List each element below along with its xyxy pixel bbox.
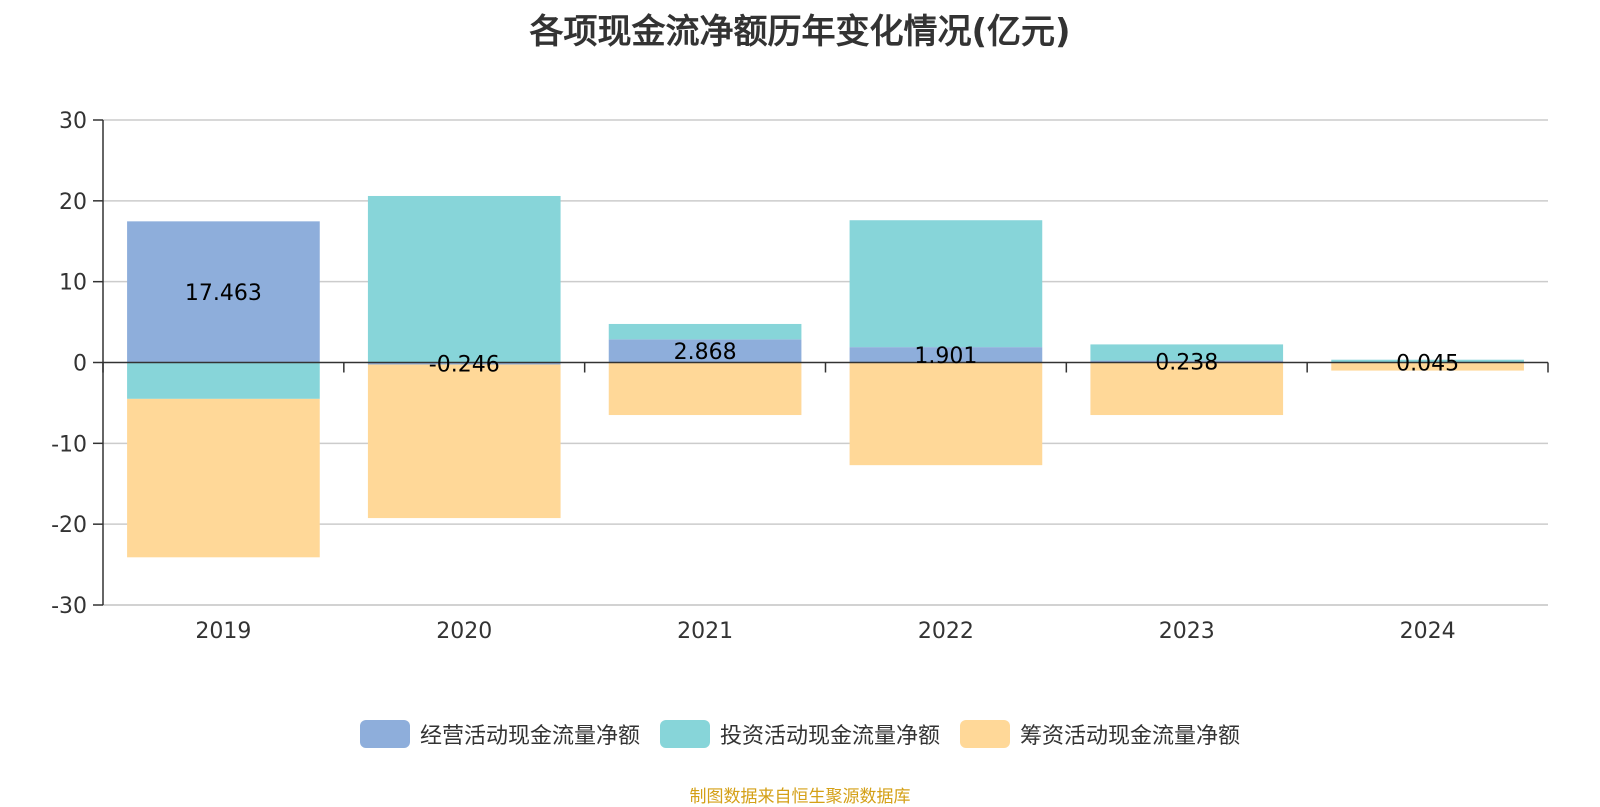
x-tick-label: 2022 bbox=[918, 619, 974, 644]
y-tick-label: 20 bbox=[59, 190, 87, 215]
y-tick-label: -30 bbox=[51, 594, 87, 619]
bar-financing-2022 bbox=[850, 363, 1043, 466]
data-label: 1.901 bbox=[914, 344, 977, 369]
y-tick-label: 0 bbox=[73, 352, 87, 377]
bar-financing-2021 bbox=[609, 363, 802, 416]
source-note: 制图数据来自恒生聚源数据库 bbox=[0, 782, 1600, 807]
bar-investing-2020 bbox=[368, 196, 561, 363]
bars bbox=[127, 196, 1524, 557]
bar-investing-2021 bbox=[609, 324, 802, 339]
legend: 经营活动现金流量净额 投资活动现金流量净额 筹资活动现金流量净额 bbox=[0, 718, 1600, 750]
y-tick-label: 10 bbox=[59, 271, 87, 296]
bar-investing-2022 bbox=[850, 220, 1043, 347]
legend-item-financing[interactable]: 筹资活动现金流量净额 bbox=[960, 718, 1240, 750]
legend-label-investing: 投资活动现金流量净额 bbox=[720, 718, 940, 750]
y-tick-label: -20 bbox=[51, 513, 87, 538]
bar-investing-2019 bbox=[127, 363, 320, 399]
data-label: -0.246 bbox=[429, 352, 500, 377]
x-tick-label: 2021 bbox=[677, 619, 733, 644]
legend-item-investing[interactable]: 投资活动现金流量净额 bbox=[660, 718, 940, 750]
x-tick-label: 2024 bbox=[1400, 619, 1456, 644]
y-tick-label: -10 bbox=[51, 432, 87, 457]
legend-item-operating[interactable]: 经营活动现金流量净额 bbox=[360, 718, 640, 750]
data-label: 17.463 bbox=[185, 281, 262, 306]
data-label: 0.045 bbox=[1396, 351, 1459, 376]
x-tick-label: 2019 bbox=[195, 619, 251, 644]
legend-label-operating: 经营活动现金流量净额 bbox=[420, 718, 640, 750]
data-label: 2.868 bbox=[674, 340, 737, 365]
x-tick-label: 2023 bbox=[1159, 619, 1215, 644]
legend-label-financing: 筹资活动现金流量净额 bbox=[1020, 718, 1240, 750]
legend-swatch-operating bbox=[360, 720, 410, 748]
data-label: 0.238 bbox=[1155, 351, 1218, 376]
legend-swatch-financing bbox=[960, 720, 1010, 748]
bar-financing-2020 bbox=[368, 364, 561, 518]
x-tick-label: 2020 bbox=[436, 619, 492, 644]
bar-financing-2019 bbox=[127, 399, 320, 557]
y-tick-label: 30 bbox=[59, 109, 87, 134]
legend-swatch-investing bbox=[660, 720, 710, 748]
